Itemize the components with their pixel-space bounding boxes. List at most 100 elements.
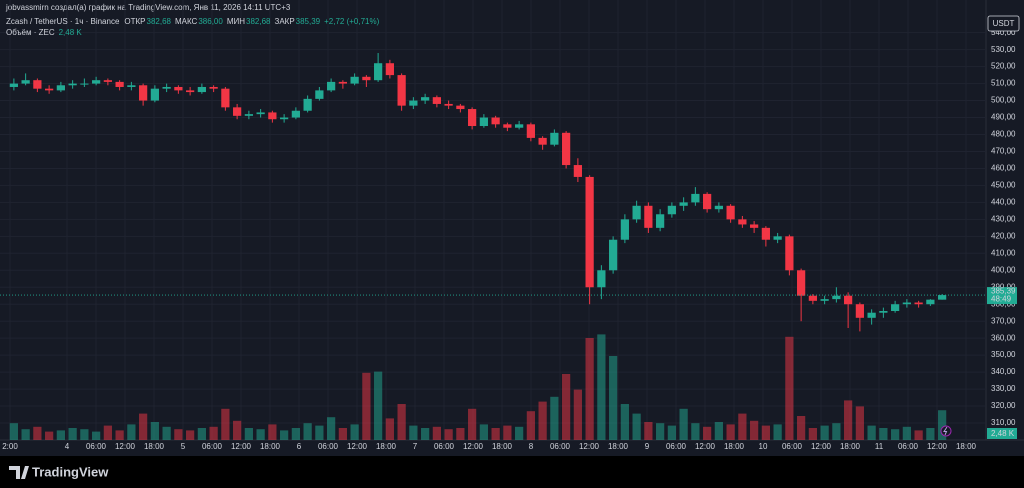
currency-button[interactable] [987, 15, 1020, 32]
volume-bar [632, 413, 641, 440]
candle-body [432, 97, 441, 104]
volume-bar [785, 336, 794, 440]
volume-bar [597, 334, 606, 440]
volume-bar [303, 423, 312, 440]
volume-bar [491, 428, 500, 440]
volume-legend-value: 2,48 K [59, 28, 83, 37]
y-tick-label: 340,00 [991, 367, 1016, 376]
candle-body [855, 304, 864, 318]
x-tick-label: 8 [529, 442, 534, 451]
candle-body [632, 205, 641, 220]
currency-label[interactable]: USDT [993, 19, 1015, 28]
legend-item: 382,68 [246, 17, 271, 26]
candle-body [244, 114, 253, 116]
volume-bar [233, 420, 242, 440]
volume-bar [150, 422, 159, 440]
candle-body [174, 86, 183, 91]
legend-item: ОТКР [124, 17, 145, 26]
y-tick-label: 400,00 [991, 265, 1016, 274]
x-tick-label: 12:00 [927, 442, 948, 451]
volume-bar [444, 429, 453, 440]
candle-body [703, 193, 712, 210]
volume-bar [115, 430, 124, 440]
candle-body [115, 81, 124, 87]
candle-body [585, 176, 594, 288]
y-tick-label: 370,00 [991, 316, 1016, 325]
volume-bar [926, 428, 935, 440]
y-tick-label: 470,00 [991, 147, 1016, 156]
candle-body [914, 302, 923, 305]
x-tick-label: 18:00 [608, 442, 629, 451]
byline: jobvassmirn создал(а) график на TradingV… [5, 3, 291, 12]
x-tick-label: 12:00 [811, 442, 832, 451]
x-tick-label: 06:00 [666, 442, 687, 451]
candle-body [186, 90, 195, 93]
candle-body [714, 205, 723, 210]
volume-bar [256, 429, 265, 440]
candle-body [21, 80, 30, 84]
volume-bar [656, 423, 665, 440]
x-tick-label: 18:00 [956, 442, 977, 451]
volume-legend-title: Объём · ZEC [6, 28, 55, 37]
candle-body [350, 76, 359, 84]
candle-body [68, 83, 77, 86]
candle-body [832, 295, 841, 300]
y-tick-label: 540,00 [991, 28, 1016, 37]
x-tick-label: 18:00 [724, 442, 745, 451]
legend: Zcash / TetherUS · 1ч · Binance ОТКР 382,6… [6, 17, 380, 37]
candle-body [444, 103, 453, 106]
volume-bar [550, 396, 559, 440]
x-tick-label: 18:00 [376, 442, 397, 451]
x-tick-label: 06:00 [782, 442, 803, 451]
volume-bar [21, 429, 30, 440]
x-tick-label: 06:00 [318, 442, 339, 451]
candle-body [9, 83, 18, 87]
volume-bar [808, 428, 817, 440]
x-tick-label: 18:00 [840, 442, 861, 451]
x-tick-label: 12:00 [231, 442, 252, 451]
y-tick-label: 520,00 [991, 62, 1016, 71]
candle-body [33, 80, 42, 89]
candle-body [562, 132, 571, 166]
x-tick-label: 11 [875, 442, 884, 451]
x-tick-label: 6 [297, 442, 302, 451]
volume-bar [738, 413, 747, 440]
legend-item: МАКС [175, 17, 198, 26]
volume-bar [479, 424, 488, 440]
candle-body [103, 80, 112, 82]
y-tick-label: 480,00 [991, 130, 1016, 139]
legend-item: 382,68 [147, 17, 172, 26]
y-tick-label: 390,00 [991, 282, 1016, 291]
candle-body [397, 75, 406, 106]
candle-body [385, 63, 394, 76]
y-tick-label: 360,00 [991, 333, 1016, 342]
x-tick-label: 12:00 [463, 442, 484, 451]
candle-body [879, 311, 888, 313]
x-tick-label: 18:00 [492, 442, 513, 451]
candle-body [221, 88, 230, 108]
volume-bar [585, 338, 594, 440]
volume-bar [832, 423, 841, 440]
x-tick-label: 12:00 [579, 442, 600, 451]
volume-bar [773, 424, 782, 440]
x-tick-label: 06:00 [434, 442, 455, 451]
volume-bar [127, 424, 136, 440]
volume-bar [9, 423, 18, 440]
last-price-label: 385,39 [991, 287, 1016, 296]
candle-body [45, 88, 54, 91]
legend-item: 386,00 [198, 17, 223, 26]
volume-bar [385, 418, 394, 440]
candle-body [209, 86, 218, 89]
candle-body [503, 124, 512, 128]
volume-bar [280, 430, 289, 440]
candle-body [80, 83, 89, 85]
volume-bar [609, 356, 618, 440]
candle-body [691, 193, 700, 203]
volume-bar [691, 423, 700, 440]
y-tick-label: 410,00 [991, 248, 1016, 257]
candle-body [162, 86, 171, 89]
volume-bar [197, 428, 206, 440]
candle-body [150, 88, 159, 101]
candle-body [785, 236, 794, 271]
y-tick-label: 500,00 [991, 96, 1016, 105]
